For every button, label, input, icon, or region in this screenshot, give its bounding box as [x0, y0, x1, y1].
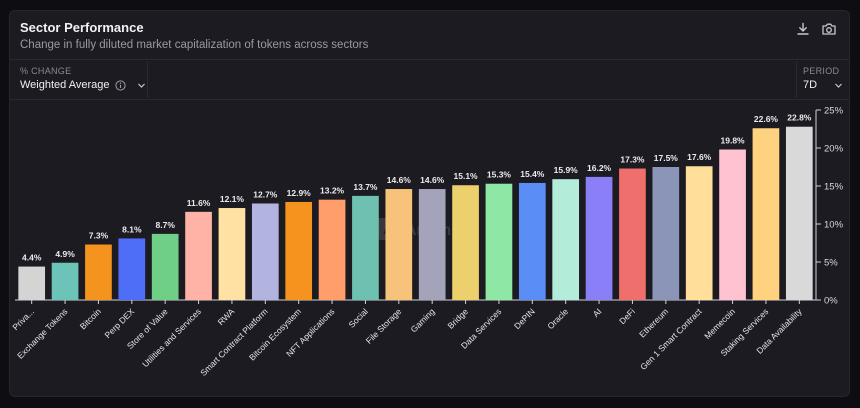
y-tick-label: 20%	[824, 144, 844, 155]
data-label: 15.4%	[520, 169, 545, 179]
bar[interactable]	[151, 233, 179, 300]
data-label: 19.8%	[721, 136, 746, 146]
x-tick-label: RWA	[216, 306, 237, 327]
x-tick-label: AI	[591, 306, 604, 319]
data-label: 8.7%	[156, 220, 176, 230]
data-label: 15.1%	[454, 171, 479, 181]
data-label: 16.2%	[587, 163, 612, 173]
change-label: % CHANGE	[20, 66, 72, 76]
data-label: 12.7%	[253, 189, 278, 199]
bar[interactable]	[18, 266, 46, 300]
chart-subtitle: Change in fully diluted market capitaliz…	[20, 39, 369, 51]
bar[interactable]	[585, 176, 613, 300]
y-tick-label: 25%	[824, 106, 844, 117]
data-label: 11.6%	[187, 198, 211, 208]
bar[interactable]	[652, 167, 680, 300]
bar[interactable]	[485, 183, 513, 300]
period-value: 7D	[803, 79, 818, 91]
x-tick-label: Bitcoin	[78, 306, 103, 331]
change-value: Weighted Average	[20, 79, 110, 91]
data-label: 15.9%	[554, 165, 579, 175]
bar[interactable]	[85, 244, 112, 300]
bar[interactable]	[118, 238, 146, 300]
x-tick-label: DeFi	[617, 306, 637, 326]
camera-icon	[822, 23, 836, 35]
data-label: 15.3%	[487, 170, 512, 180]
period-label: PERIOD	[803, 66, 840, 76]
bar[interactable]	[318, 199, 346, 300]
controls-divider	[10, 99, 849, 100]
info-icon[interactable]	[114, 79, 126, 91]
y-tick-label: 10%	[824, 220, 844, 231]
data-label: 12.1%	[220, 194, 245, 204]
bar[interactable]	[251, 203, 279, 300]
y-tick-label: 15%	[824, 182, 844, 193]
chart-title: Sector Performance	[20, 20, 144, 35]
data-label: 22.8%	[787, 113, 812, 123]
x-tick-label: Bridge	[446, 306, 471, 331]
header-divider	[10, 59, 849, 60]
x-tick-label: Oracle	[545, 306, 570, 331]
bar[interactable]	[452, 185, 479, 300]
data-label: 14.6%	[387, 175, 412, 185]
bar[interactable]	[619, 168, 646, 300]
bar[interactable]	[185, 211, 212, 300]
screenshot-button[interactable]	[820, 20, 838, 38]
x-tick-label: Social	[346, 306, 370, 330]
bar[interactable]	[385, 189, 413, 300]
bar[interactable]	[518, 182, 546, 300]
x-tick-label: DePIN	[512, 306, 537, 331]
bar[interactable]	[352, 195, 379, 300]
download-button[interactable]	[794, 20, 812, 38]
bar[interactable]	[785, 126, 813, 300]
control-separator	[796, 61, 797, 98]
data-label: 12.9%	[287, 188, 312, 198]
x-tick-label: Ethereum	[637, 306, 670, 339]
x-tick-label: Gaming	[408, 306, 436, 334]
data-label: 17.5%	[654, 153, 679, 163]
data-label: 22.6%	[754, 114, 779, 124]
data-label: 17.3%	[620, 155, 645, 165]
data-label: 13.2%	[320, 186, 345, 196]
chevron-down-icon	[835, 83, 842, 88]
y-tick-label: 0%	[824, 296, 838, 307]
bar[interactable]	[685, 166, 713, 300]
download-icon	[797, 22, 809, 35]
x-tick-label: Memecoin	[702, 306, 737, 341]
bar[interactable]	[719, 149, 746, 300]
x-tick-label: File Storage	[364, 306, 404, 346]
x-tick-label: Perp DEX	[102, 306, 136, 340]
data-label: 13.7%	[353, 182, 378, 192]
x-tick-label: Utilities and Services	[140, 306, 203, 369]
x-tick-label: Priva...	[10, 306, 36, 332]
bar[interactable]	[51, 262, 79, 300]
bar[interactable]	[418, 189, 446, 300]
change-select[interactable]: Weighted Average	[20, 79, 146, 91]
data-label: 8.1%	[122, 224, 142, 234]
control-separator	[147, 61, 148, 98]
data-label: 17.6%	[687, 152, 712, 162]
bar[interactable]	[285, 201, 313, 300]
data-label: 14.6%	[420, 175, 445, 185]
data-label: 7.3%	[89, 231, 109, 241]
x-tick-label: Gen 1 Smart Contract	[638, 306, 704, 372]
bar[interactable]	[218, 208, 246, 300]
data-label: 4.4%	[22, 253, 42, 263]
y-tick-label: 5%	[824, 258, 838, 269]
period-select[interactable]: 7D	[803, 79, 843, 91]
data-label: 4.9%	[55, 249, 75, 259]
chevron-down-icon	[137, 83, 145, 88]
bar[interactable]	[752, 128, 780, 300]
bar[interactable]	[552, 179, 580, 300]
